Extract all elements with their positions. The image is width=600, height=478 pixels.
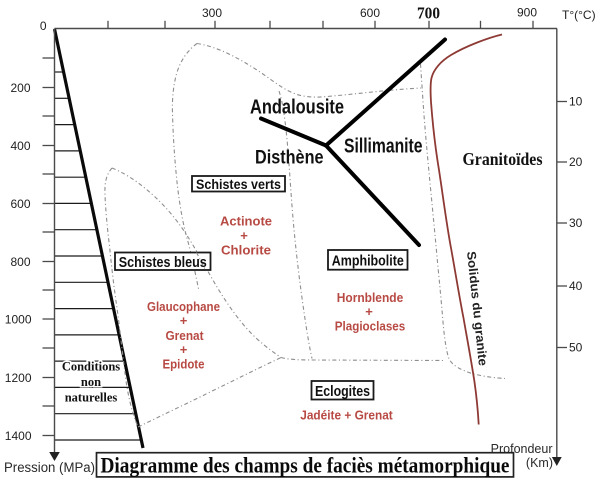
svg-text:Hornblende: Hornblende xyxy=(337,290,404,305)
svg-text:800: 800 xyxy=(10,255,30,269)
svg-text:+: + xyxy=(180,342,188,357)
svg-text:Chlorite: Chlorite xyxy=(221,243,271,258)
svg-text:600: 600 xyxy=(360,6,380,20)
svg-text:1000: 1000 xyxy=(5,313,32,327)
svg-text:1200: 1200 xyxy=(5,371,32,385)
svg-text:40: 40 xyxy=(569,279,583,293)
svg-text:Schistes verts: Schistes verts xyxy=(196,176,281,192)
svg-text:+: + xyxy=(365,304,373,319)
svg-text:300: 300 xyxy=(202,6,222,20)
svg-text:naturelles: naturelles xyxy=(65,391,118,405)
svg-text:T°(°C): T°(°C) xyxy=(562,8,596,22)
svg-text:700: 700 xyxy=(417,3,440,22)
svg-text:Sillimanite: Sillimanite xyxy=(344,136,423,158)
svg-text:Eclogites: Eclogites xyxy=(315,383,370,400)
svg-text:Disthène: Disthène xyxy=(255,148,324,169)
svg-text:Andalousite: Andalousite xyxy=(250,97,344,119)
svg-text:(Km): (Km) xyxy=(526,456,553,470)
svg-text:400: 400 xyxy=(10,139,30,153)
svg-text:Amphibolite: Amphibolite xyxy=(332,253,404,270)
svg-text:50: 50 xyxy=(569,341,583,355)
svg-text:Grenat: Grenat xyxy=(166,328,205,343)
svg-text:20: 20 xyxy=(569,155,583,169)
svg-text:Jadéite + Grenat: Jadéite + Grenat xyxy=(300,408,393,423)
svg-text:Glaucophane: Glaucophane xyxy=(147,299,220,314)
svg-text:1400: 1400 xyxy=(5,429,32,443)
svg-text:600: 600 xyxy=(10,197,30,211)
svg-text:Schistes bleus: Schistes bleus xyxy=(119,255,207,271)
svg-text:0: 0 xyxy=(40,19,47,33)
svg-text:Granitoïdes: Granitoïdes xyxy=(463,149,543,169)
svg-text:Pression (MPa): Pression (MPa) xyxy=(4,460,95,475)
svg-text:10: 10 xyxy=(569,95,583,109)
svg-text:900: 900 xyxy=(517,6,537,20)
svg-text:Conditions: Conditions xyxy=(62,360,120,374)
svg-text:non: non xyxy=(81,375,101,389)
svg-text:+: + xyxy=(180,313,188,328)
svg-text:200: 200 xyxy=(10,81,30,95)
svg-text:Epidote: Epidote xyxy=(163,357,205,372)
svg-text:30: 30 xyxy=(569,216,583,230)
svg-text:Plagioclases: Plagioclases xyxy=(335,319,406,334)
svg-text:Actinote: Actinote xyxy=(220,214,272,229)
svg-text:+: + xyxy=(240,228,248,243)
svg-text:Diagramme des champs de faciès: Diagramme des champs de faciès métamorph… xyxy=(101,452,510,477)
